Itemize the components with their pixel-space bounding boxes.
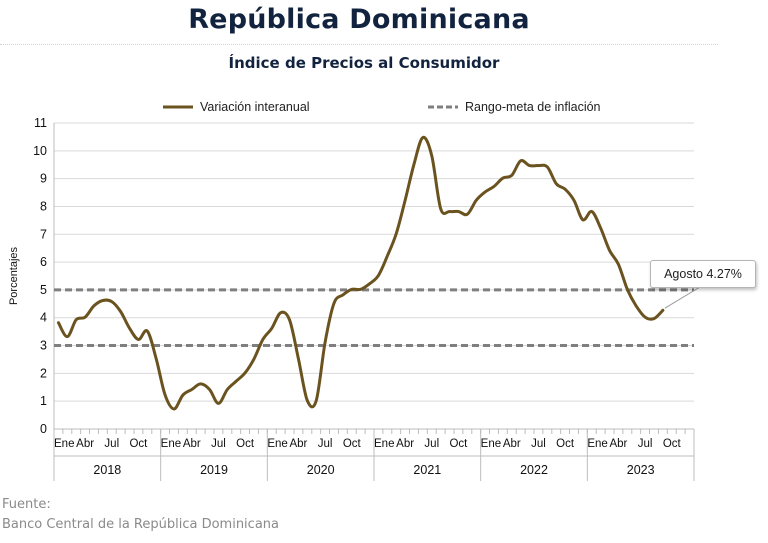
y-tick-label-2: 2: [40, 366, 47, 380]
x-month-label: Abr: [76, 438, 94, 450]
y-tick-label-10: 10: [33, 144, 47, 158]
x-month-label: Ene: [267, 438, 287, 450]
target-range-lines: [54, 288, 694, 348]
x-month-label: Ene: [374, 438, 394, 450]
x-month-label: Abr: [609, 438, 627, 450]
x-month-label: Oct: [556, 438, 575, 450]
y-axis-ticks: 0 1 2 3 4 5 6 7 8 9 10 11: [33, 116, 47, 436]
x-month-label: Abr: [503, 438, 521, 450]
y-tick-label-11: 11: [34, 116, 47, 130]
chart-subtitle: Índice de Precios al Consumidor: [228, 54, 500, 72]
y-tick-label-9: 9: [40, 172, 47, 186]
y-tick-label-0: 0: [40, 422, 47, 436]
x-year-label-2023: 2023: [627, 463, 655, 477]
x-month-label: Ene: [587, 438, 607, 450]
y-tick-label-8: 8: [40, 199, 47, 213]
chart-legend: Variación interanual Rango-meta de infla…: [163, 100, 601, 114]
title-divider: [0, 44, 718, 45]
x-month-label: Abr: [183, 438, 201, 450]
x-month-label: Oct: [236, 438, 255, 450]
x-year-label-2022: 2022: [520, 463, 548, 477]
source-text: Banco Central de la República Dominicana: [2, 517, 279, 532]
x-month-label: Jul: [638, 438, 653, 450]
legend-label-variacion: Variación interanual: [200, 100, 310, 114]
x-month-label: Oct: [449, 438, 468, 450]
x-month-label: Jul: [104, 438, 119, 450]
callout-leader: [664, 286, 701, 309]
x-month-label: Jul: [211, 438, 226, 450]
x-year-label-2019: 2019: [200, 463, 228, 477]
y-tick-label-3: 3: [40, 339, 47, 353]
x-month-label: Oct: [129, 438, 148, 450]
series-line-variacion: [56, 135, 665, 411]
y-tick-label-6: 6: [40, 255, 47, 269]
x-year-label-2020: 2020: [307, 463, 335, 477]
x-month-label: Jul: [531, 438, 546, 450]
series-variacion: [56, 135, 665, 411]
chart-gridlines: [53, 122, 694, 430]
x-month-label: Oct: [663, 438, 682, 450]
x-month-label: Abr: [289, 438, 307, 450]
x-month-label: Ene: [481, 438, 501, 450]
source-label: Fuente:: [2, 497, 51, 512]
x-year-label-2018: 2018: [93, 463, 121, 477]
y-tick-label-5: 5: [40, 283, 47, 297]
x-month-label: Abr: [396, 438, 414, 450]
y-axis-label: Porcentajes: [8, 246, 20, 305]
x-month-label: Ene: [161, 438, 181, 450]
y-tick-label-4: 4: [40, 311, 47, 325]
x-month-label: Jul: [318, 438, 333, 450]
page-title: República Dominicana: [188, 4, 530, 35]
x-year-label-2021: 2021: [413, 463, 441, 477]
x-month-label: Ene: [54, 438, 74, 450]
y-tick-label-7: 7: [40, 227, 47, 241]
latest-value-callout: Agosto 4.27%: [650, 260, 756, 288]
y-tick-label-1: 1: [40, 394, 47, 408]
legend-label-rango-meta: Rango-meta de inflación: [465, 100, 601, 114]
x-month-label: Jul: [424, 438, 439, 450]
x-month-label: Oct: [343, 438, 362, 450]
